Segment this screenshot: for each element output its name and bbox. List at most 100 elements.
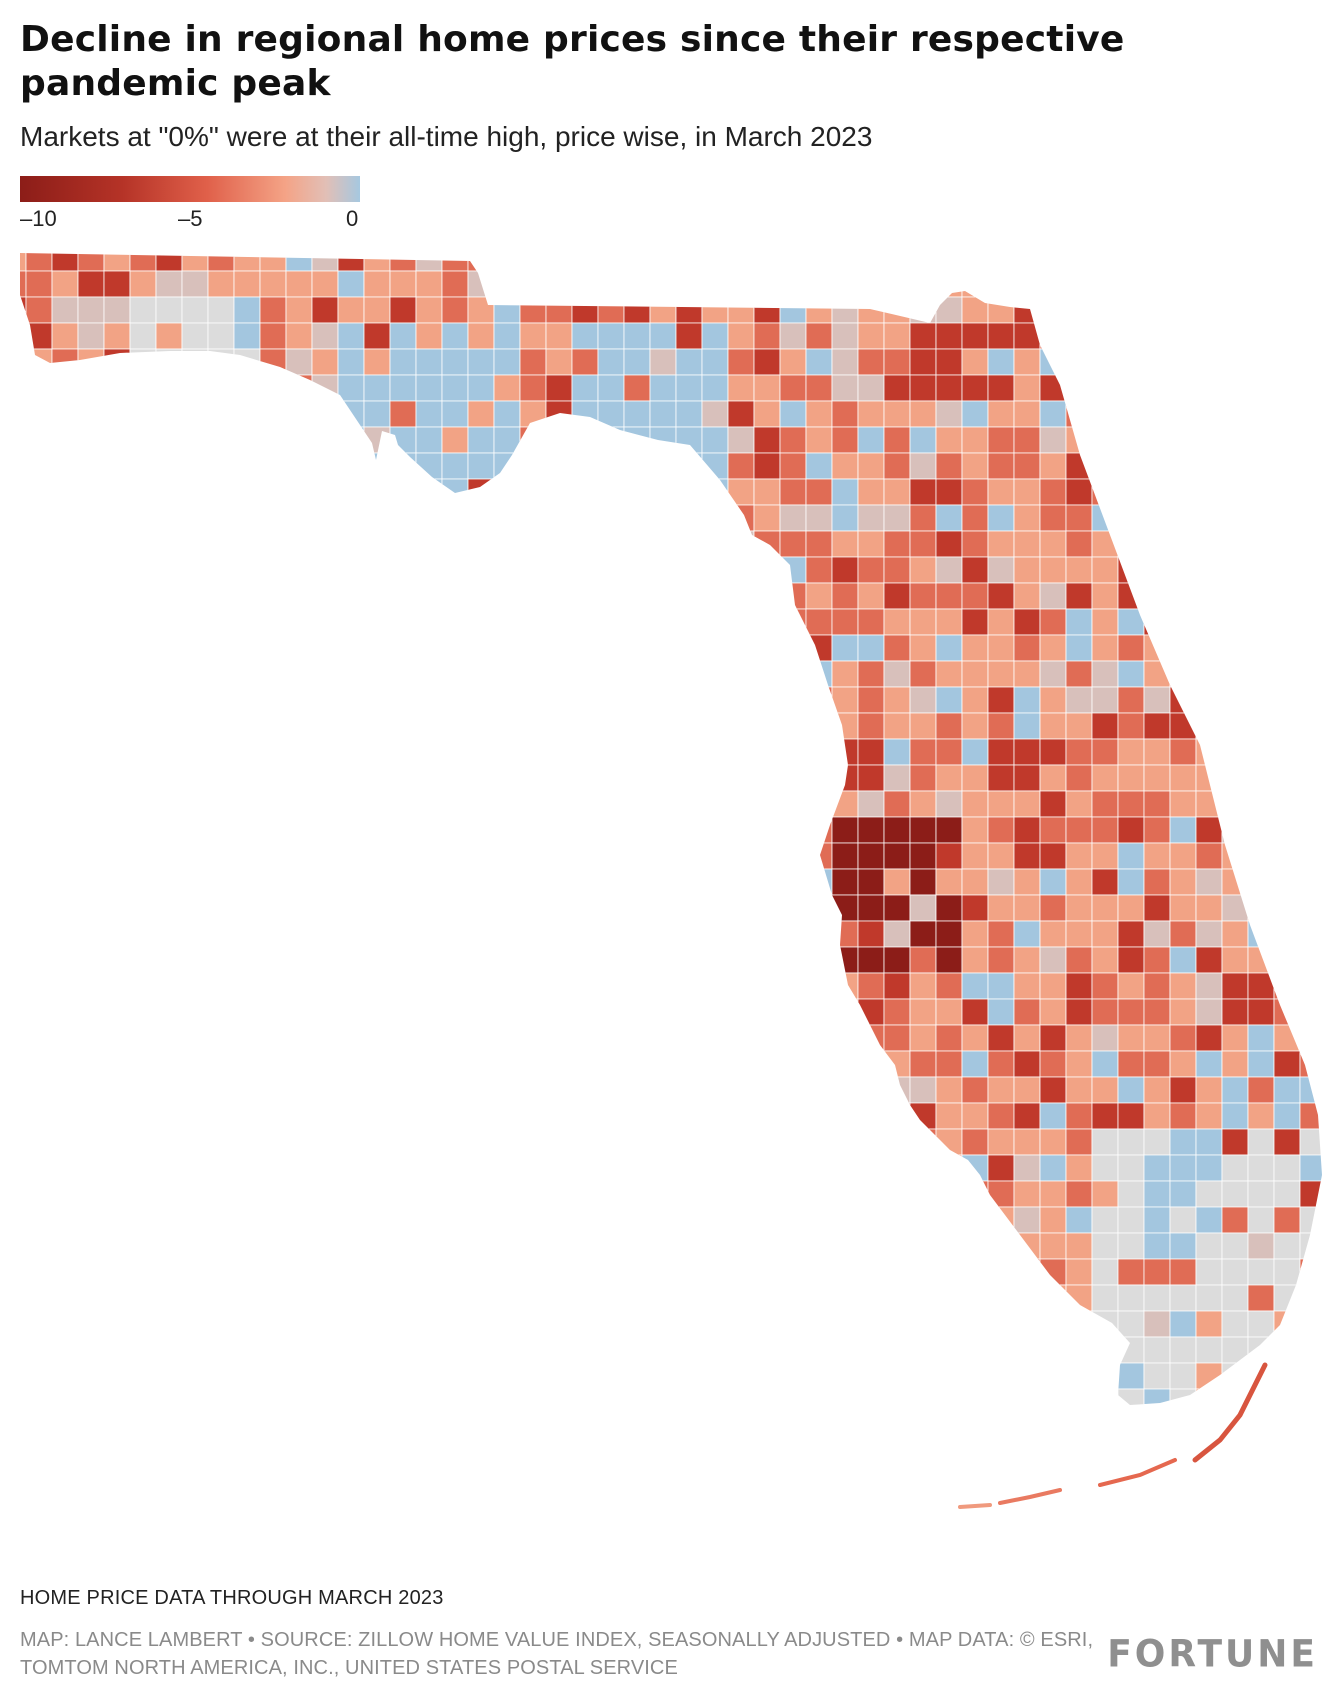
zip-region xyxy=(624,1415,650,1441)
zip-region xyxy=(987,374,1015,402)
zip-region xyxy=(519,790,547,818)
zip-region xyxy=(467,764,495,792)
zip-region xyxy=(467,1232,495,1260)
zip-region xyxy=(831,296,859,324)
zip-region xyxy=(311,1388,339,1405)
zip-region xyxy=(1273,712,1301,740)
zip-region xyxy=(805,1076,833,1104)
zip-region xyxy=(623,1180,651,1208)
zip-region xyxy=(441,1310,469,1338)
zip-region xyxy=(1117,1206,1145,1234)
zip-region xyxy=(25,1076,53,1104)
zip-region xyxy=(936,1441,962,1467)
zip-region xyxy=(155,1076,183,1104)
zip-region xyxy=(493,920,521,948)
zip-region xyxy=(1143,712,1171,740)
zip-region xyxy=(25,816,53,844)
zip-region xyxy=(20,1180,27,1208)
zip-region xyxy=(701,660,729,688)
zip-region xyxy=(1143,998,1171,1026)
zip-region xyxy=(494,1415,520,1441)
zip-region xyxy=(1299,556,1322,584)
zip-region xyxy=(1299,868,1322,896)
zip-region xyxy=(181,426,209,454)
zip-region xyxy=(1195,1362,1223,1390)
zip-region xyxy=(649,1388,677,1405)
zip-region xyxy=(389,1388,417,1405)
zip-region xyxy=(494,1441,520,1467)
zip-region xyxy=(415,270,443,298)
zip-region xyxy=(1299,1258,1322,1286)
zip-region xyxy=(935,478,963,506)
zip-region xyxy=(753,1180,781,1208)
zip-region xyxy=(545,1232,573,1260)
zip-region xyxy=(1117,998,1145,1026)
zip-region xyxy=(493,816,521,844)
zip-region xyxy=(1299,634,1322,662)
zip-region xyxy=(701,1336,729,1364)
zip-region xyxy=(935,1154,963,1182)
zip-region xyxy=(753,253,781,272)
zip-region xyxy=(311,1206,339,1234)
zip-region xyxy=(519,296,547,324)
zip-region xyxy=(311,842,339,870)
zip-region xyxy=(545,1128,573,1156)
zip-region xyxy=(363,686,391,714)
zip-region xyxy=(285,1284,313,1312)
zip-region xyxy=(129,270,157,298)
zip-region xyxy=(883,1154,911,1182)
zip-region xyxy=(1039,296,1067,324)
zip-region xyxy=(883,660,911,688)
zip-region xyxy=(285,712,313,740)
zip-region xyxy=(858,1415,884,1441)
zip-region xyxy=(1299,452,1322,480)
zip-region xyxy=(857,400,885,428)
zip-region xyxy=(1143,374,1171,402)
zip-region xyxy=(25,1128,53,1156)
zip-region xyxy=(1091,842,1119,870)
zip-region xyxy=(285,296,313,324)
zip-region xyxy=(1169,478,1197,506)
zip-region xyxy=(675,322,703,350)
zip-region xyxy=(1195,1128,1223,1156)
zip-region xyxy=(416,1441,442,1467)
zip-region xyxy=(1117,478,1145,506)
zip-region xyxy=(571,764,599,792)
zip-region xyxy=(935,426,963,454)
zip-region xyxy=(883,1102,911,1130)
zip-region xyxy=(572,1415,598,1441)
zip-region xyxy=(259,998,287,1026)
zip-region xyxy=(753,1076,781,1104)
zip-region xyxy=(753,400,781,428)
zip-region xyxy=(1039,400,1067,428)
zip-region xyxy=(1117,1076,1145,1104)
zip-region xyxy=(987,253,1015,272)
zip-region xyxy=(77,1258,105,1286)
zip-region xyxy=(77,582,105,610)
zip-region xyxy=(51,556,79,584)
zip-region xyxy=(987,712,1015,740)
zip-region xyxy=(77,1154,105,1182)
zip-region xyxy=(805,764,833,792)
zip-region xyxy=(103,972,131,1000)
zip-region xyxy=(363,452,391,480)
zip-region xyxy=(1013,1362,1041,1390)
zip-region xyxy=(909,764,937,792)
zip-region xyxy=(311,1076,339,1104)
zip-region xyxy=(285,348,313,376)
zip-region xyxy=(623,790,651,818)
zip-region xyxy=(233,400,261,428)
zip-region xyxy=(1299,738,1322,766)
zip-region xyxy=(545,322,573,350)
zip-region xyxy=(129,1024,157,1052)
zip-region xyxy=(676,1415,702,1441)
zip-region xyxy=(181,1180,209,1208)
zip-region xyxy=(467,400,495,428)
zip-region xyxy=(25,738,53,766)
zip-region xyxy=(233,738,261,766)
zip-region xyxy=(623,946,651,974)
zip-region xyxy=(727,1076,755,1104)
zip-region xyxy=(571,582,599,610)
zip-region xyxy=(1299,790,1322,818)
zip-region xyxy=(1326,323,1340,349)
